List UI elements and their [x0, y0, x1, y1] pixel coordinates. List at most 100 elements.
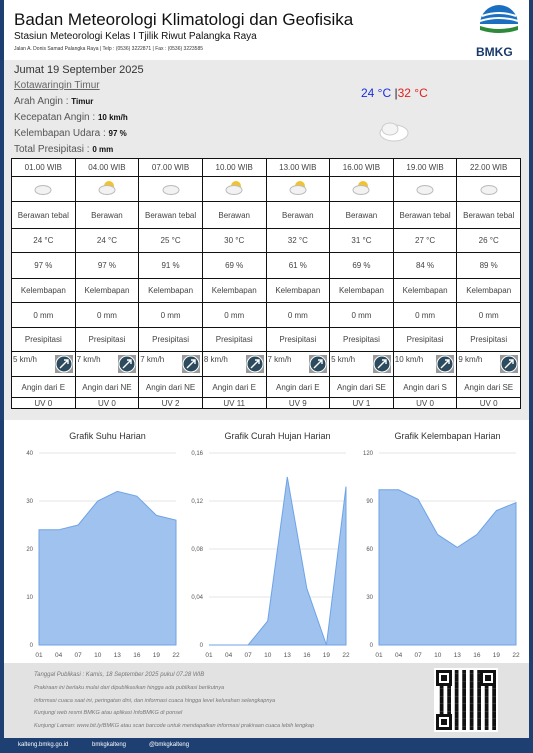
cell: Berawan tebal	[11, 201, 76, 229]
field-label: Kelembapan Udara :	[14, 128, 106, 139]
cell: Angin dari NE	[74, 376, 140, 398]
cloud	[225, 185, 243, 195]
cell: Presipitasi	[329, 327, 394, 352]
table-row: UV 0 UV 0 UV 2 UV 11 UV 9 UV 1 UV 0 UV 0	[11, 397, 521, 409]
qr-cell	[454, 703, 459, 708]
wind-speed: 9 km/h	[458, 355, 483, 364]
x-tick-label: 13	[454, 652, 462, 659]
cell: Presipitasi	[74, 327, 140, 352]
weather-icon	[379, 122, 409, 142]
humidity: 97 %	[97, 261, 117, 270]
precip_label: Presipitasi	[88, 335, 126, 344]
wind-speed: 7 km/h	[140, 355, 165, 364]
x-tick-label: 07	[75, 652, 83, 659]
cell: Angin dari E	[201, 376, 267, 398]
temp-max: 32 °C	[397, 86, 428, 100]
wind_dir: Angin dari NE	[145, 382, 196, 392]
cloud	[480, 185, 498, 195]
cell: UV 0	[74, 397, 140, 409]
y-tick-label: 0	[200, 643, 204, 649]
cell: 19.00 WIB	[392, 158, 458, 177]
precip_label: Presipitasi	[470, 335, 508, 344]
footer: Tanggal Publikasi : Kamis, 18 September …	[4, 663, 529, 738]
qr-cell	[492, 711, 496, 715]
cell	[201, 176, 267, 202]
table-row: Berawan tebal Berawan Berawan tebal Berawan…	[11, 201, 521, 229]
qr-cell	[469, 681, 474, 685]
cell: 25 °C	[138, 228, 203, 253]
qr-cell	[484, 685, 489, 689]
cell: 0 mm	[138, 302, 203, 328]
charts: Grafik Suhu Harian 0 10 20 30 40 01 04 07 10 13 16 1…	[4, 420, 529, 663]
qr-cell	[492, 700, 496, 704]
y-tick-label: 0,12	[191, 499, 203, 505]
qr-cell	[454, 677, 459, 682]
y-tick-label: 0	[30, 643, 34, 649]
address: Jalan A. Donis Samad Palangka Raya | Tel…	[14, 46, 204, 52]
qr-cell	[462, 703, 466, 708]
precip_label: Presipitasi	[215, 335, 253, 344]
cell	[265, 176, 331, 202]
time: 07.00 WIB	[151, 163, 190, 172]
cell: 0 mm	[265, 302, 331, 328]
cell: Angin dari E	[265, 376, 331, 398]
y-tick-label: 30	[366, 595, 373, 601]
wind_dir: Angin dari E	[212, 382, 256, 392]
weather-icon	[98, 181, 116, 195]
field-label: Total Presipitasi :	[14, 144, 90, 155]
cell: 22.00 WIB	[456, 158, 521, 177]
wind-arrow	[440, 359, 451, 369]
temp: 24 °C	[96, 236, 117, 245]
x-tick-label: 04	[55, 652, 63, 659]
link: kalteng.bmkg.go.id	[18, 742, 69, 748]
info-field: Arah Angin : Timur	[14, 96, 93, 107]
wind_dir: Angin dari SE	[464, 382, 514, 392]
cell: Angin dari S	[392, 376, 458, 398]
note: Prakiraan ini berlaku mulai dari dipubli…	[34, 685, 225, 691]
qr-cell	[484, 703, 489, 708]
humidity: 97 %	[34, 261, 53, 270]
cell: 97 %	[74, 252, 140, 279]
logo-text: BMKG	[476, 45, 513, 59]
wind-speed: 5 km/h	[331, 355, 356, 364]
cell: 10 km/h	[392, 351, 458, 377]
header: Badan Meteorologi Klimatologi dan Geofis…	[4, 0, 529, 60]
qr-cell	[477, 722, 481, 727]
wind_dir: Angin dari S	[403, 382, 447, 392]
qr-cell	[469, 718, 474, 723]
logo	[479, 5, 519, 33]
cell	[11, 176, 76, 202]
qr-cell	[484, 700, 489, 704]
qr-cell	[484, 718, 489, 723]
wind_dir: Angin dari SE	[336, 382, 386, 392]
cell: 13.00 WIB	[265, 158, 331, 177]
qr-cell	[462, 696, 466, 700]
uv: UV 2	[161, 398, 180, 408]
desc: Berawan tebal	[399, 210, 451, 220]
x-tick-label: 13	[284, 652, 292, 659]
link: @bmkgkalteng	[149, 742, 190, 748]
cell	[456, 176, 521, 202]
x-tick-label: 22	[512, 652, 520, 659]
qr-cell	[454, 673, 459, 678]
time: 04.00 WIB	[88, 163, 126, 172]
wind-speed: 8 km/h	[203, 355, 228, 364]
cell: 5 km/h	[11, 351, 76, 377]
qr-code	[434, 668, 498, 732]
qr-cell	[469, 726, 474, 730]
qr-cell	[484, 722, 489, 727]
cell	[138, 176, 203, 202]
qr-finder-dot	[441, 719, 447, 725]
qr-cell	[462, 700, 466, 704]
qr-cell	[469, 685, 474, 689]
wind-arrow	[186, 359, 196, 369]
qr-cell	[462, 670, 466, 674]
precip_label: Presipitasi	[152, 335, 190, 344]
qr-cell	[469, 707, 474, 712]
time: 16.00 WIB	[342, 163, 381, 172]
wind-arrow	[504, 359, 514, 369]
uv: UV 0	[479, 398, 498, 408]
time: 22.00 WIB	[470, 163, 508, 172]
qr-cell	[484, 688, 489, 693]
